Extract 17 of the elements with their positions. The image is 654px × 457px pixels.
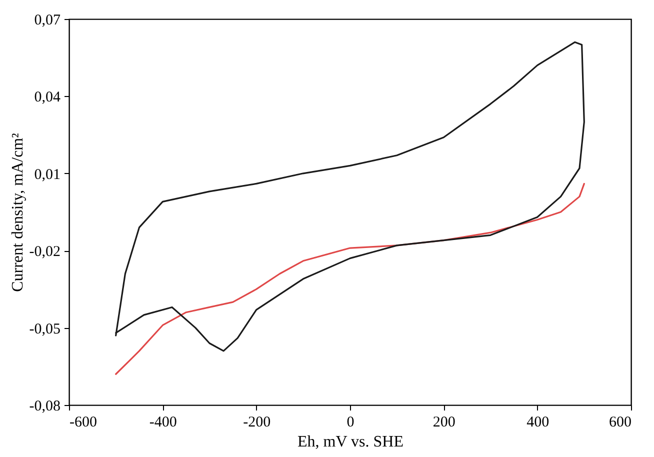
x-tick-label: 0	[346, 414, 354, 430]
x-tick-label: 400	[526, 414, 550, 430]
y-tick-label: -0,08	[29, 398, 60, 414]
x-tick-label: 200	[432, 414, 456, 430]
y-tick-label: -0,02	[29, 244, 60, 260]
x-tick-label: -200	[243, 414, 271, 430]
x-tick-label: 600	[609, 414, 632, 430]
y-axis-title: Current density, mA/cm²	[9, 132, 26, 292]
x-tick-label: -400	[149, 414, 177, 430]
line-series	[115, 182, 585, 375]
y-tick-label: 0,07	[34, 12, 61, 28]
y-tick-label: -0,05	[29, 321, 60, 338]
x-tick-label: -600	[70, 414, 97, 430]
y-tick-label: 0,01	[34, 166, 60, 183]
y-tick-label: 0,04	[34, 90, 61, 106]
line-series	[115, 41, 585, 352]
x-axis-title: Eh, mV vs. SHE	[298, 434, 404, 450]
